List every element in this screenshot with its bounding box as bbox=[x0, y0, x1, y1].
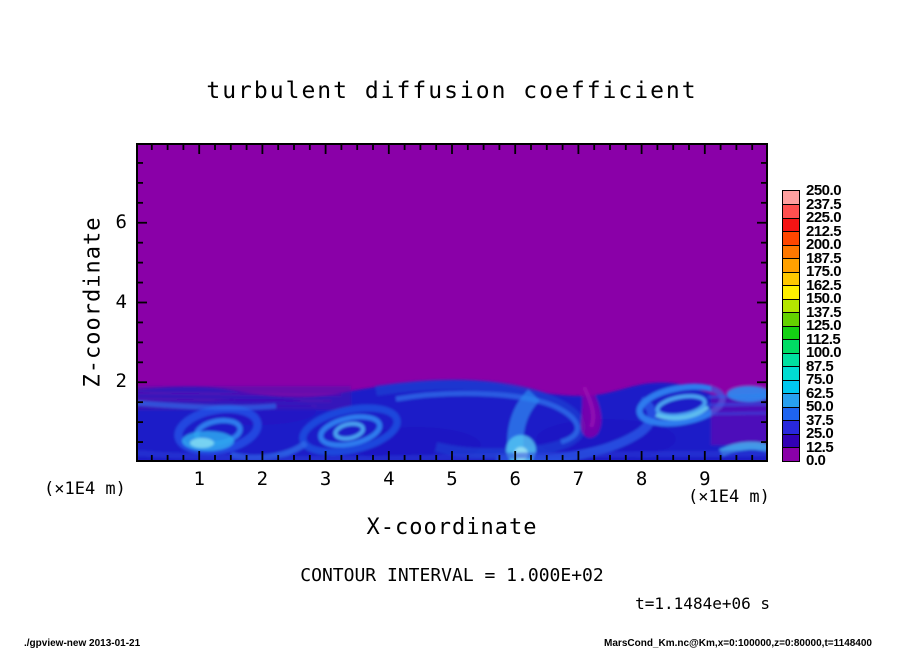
colorbar-cell bbox=[782, 298, 800, 314]
x-tick-label: 1 bbox=[193, 468, 205, 490]
colorbar-cell bbox=[782, 271, 800, 287]
page-title: turbulent diffusion coefficient bbox=[206, 78, 698, 104]
colorbar-tick-label: 200.0 bbox=[806, 236, 842, 253]
colorbar-tick-label: 37.5 bbox=[806, 411, 834, 429]
colorbar-tick-label: 225.0 bbox=[806, 209, 842, 226]
colorbar-cell bbox=[782, 406, 800, 422]
colorbar-cell bbox=[782, 284, 800, 300]
colorbar-cell bbox=[782, 392, 800, 408]
x-tick-label: 7 bbox=[572, 468, 585, 490]
colorbar-cell bbox=[782, 338, 800, 354]
x-tick-label: 3 bbox=[319, 468, 332, 490]
colorbar-tick-label: 50.0 bbox=[806, 398, 834, 415]
colorbar-tick-label: 25.0 bbox=[806, 425, 834, 442]
x-tick-label: 8 bbox=[635, 468, 648, 490]
colorbar-cell bbox=[782, 365, 800, 381]
colorbar-cell bbox=[782, 203, 800, 219]
colorbar-tick-label: 112.5 bbox=[806, 330, 841, 348]
colorbar-tick-label: 237.5 bbox=[806, 195, 842, 213]
colorbar-tick-label: 150.0 bbox=[806, 290, 842, 307]
colorbar-tick-label: 0.0 bbox=[806, 452, 826, 469]
colorbar-cell bbox=[782, 419, 800, 435]
colorbar-tick-label: 12.5 bbox=[806, 438, 834, 456]
colorbar-tick-label: 75.0 bbox=[806, 371, 834, 388]
colorbar-cell bbox=[782, 230, 800, 246]
colorbar-cell bbox=[782, 190, 800, 206]
colorbar-tick-label: 250.0 bbox=[806, 182, 842, 199]
colorbar-tick-label: 137.5 bbox=[806, 303, 842, 321]
time-annotation: t=1.1484e+06 s bbox=[635, 594, 770, 613]
axis-ticks bbox=[138, 145, 766, 460]
colorbar-tick-label: 125.0 bbox=[806, 317, 842, 334]
colorbar-tick-label: 162.5 bbox=[806, 276, 842, 294]
x-axis-unit-label: (×1E4 m) bbox=[688, 487, 770, 507]
colorbar-tick-label: 87.5 bbox=[806, 357, 834, 375]
footer-program-stamp: ./gpview-new 2013-01-21 bbox=[24, 638, 141, 649]
colorbar-cell bbox=[782, 352, 800, 368]
colorbar-tick-label: 187.5 bbox=[806, 249, 842, 267]
colorbar-cell bbox=[782, 446, 800, 462]
colorbar-cell bbox=[782, 244, 800, 260]
x-tick-label: 6 bbox=[509, 468, 521, 490]
colorbar-cell bbox=[782, 217, 800, 233]
heatmap-plot bbox=[136, 143, 768, 462]
contour-interval-note: CONTOUR INTERVAL = 1.000E+02 bbox=[300, 565, 604, 586]
colorbar-cell bbox=[782, 311, 800, 327]
colorbar-tick-label: 62.5 bbox=[806, 384, 834, 402]
colorbar-cell bbox=[782, 379, 800, 395]
colorbar-cell bbox=[782, 257, 800, 273]
colorbar-cell bbox=[782, 325, 800, 341]
z-tick-label: 2 bbox=[115, 370, 127, 393]
x-tick-label: 5 bbox=[446, 468, 458, 490]
z-tick-label: 4 bbox=[115, 290, 127, 313]
colorbar-cell bbox=[782, 433, 800, 449]
z-tick-label: 6 bbox=[115, 210, 127, 233]
x-tick-label: 4 bbox=[383, 468, 395, 490]
turbulent-layer-art bbox=[136, 379, 768, 462]
colorbar-tick-label: 175.0 bbox=[806, 263, 842, 280]
plot-frame bbox=[136, 143, 768, 462]
y-axis-unit-label: (×1E4 m) bbox=[44, 479, 126, 499]
x-axis-label: X-coordinate bbox=[366, 515, 538, 540]
x-tick-label: 9 bbox=[699, 468, 711, 490]
colorbar-tick-label: 212.5 bbox=[806, 222, 842, 240]
x-tick-label: 2 bbox=[256, 468, 269, 490]
colorbar-tick-label: 100.0 bbox=[806, 344, 842, 361]
footer-dataset-stamp: MarsCond_Km.nc@Km,x=0:100000,z=0:80000,t… bbox=[604, 638, 872, 649]
